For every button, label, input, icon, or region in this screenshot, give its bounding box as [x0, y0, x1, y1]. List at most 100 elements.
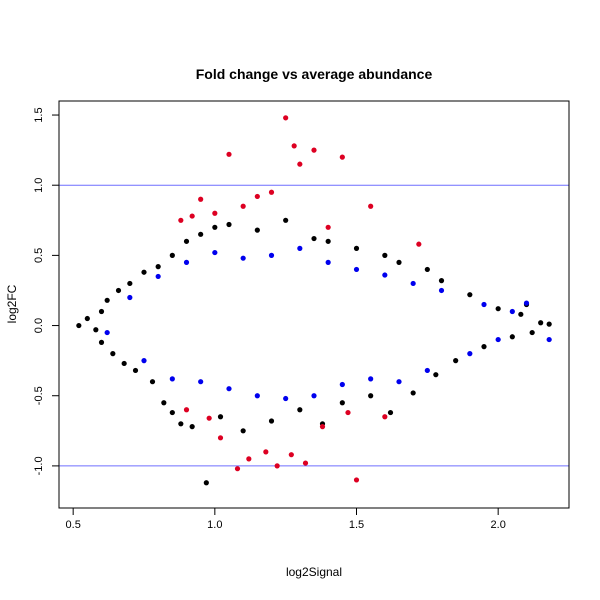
data-point	[509, 334, 515, 340]
data-point	[523, 300, 530, 306]
data-point	[183, 238, 190, 244]
data-point	[396, 379, 402, 385]
data-point	[127, 280, 133, 287]
data-point	[110, 351, 116, 357]
data-point	[325, 238, 331, 244]
data-point	[226, 386, 232, 392]
data-point	[481, 344, 487, 350]
data-point	[325, 224, 331, 230]
data-point	[149, 379, 156, 385]
data-point	[495, 306, 501, 312]
data-point	[311, 147, 317, 153]
data-point	[438, 278, 445, 284]
data-point	[387, 409, 394, 416]
y-tick-label: 1.5	[33, 107, 45, 122]
data-point	[217, 435, 224, 441]
data-point	[198, 379, 204, 385]
data-point	[518, 311, 524, 317]
data-point	[297, 161, 303, 167]
series-1	[104, 245, 552, 402]
y-axis-label: log2FC	[5, 284, 19, 323]
y-tick-label: 0.0	[33, 318, 45, 333]
data-point	[453, 358, 459, 364]
data-point	[240, 203, 246, 209]
data-point	[291, 143, 297, 149]
x-tick-label: 1.0	[207, 519, 222, 531]
data-point	[353, 266, 360, 273]
data-point	[212, 210, 218, 216]
data-point	[169, 409, 175, 416]
chart-title: Fold change vs average abundance	[196, 66, 433, 82]
data-point	[217, 414, 224, 420]
reference-lines	[59, 184, 569, 467]
data-point	[132, 367, 139, 374]
data-point	[283, 115, 289, 121]
data-point	[206, 415, 212, 421]
data-point	[169, 252, 175, 258]
data-point	[467, 292, 473, 298]
series-0	[76, 217, 552, 486]
y-tick-label: -1.0	[33, 456, 45, 475]
data-point	[240, 428, 246, 434]
data-point	[178, 217, 184, 223]
data-point	[274, 463, 280, 469]
data-point	[263, 449, 269, 455]
data-point	[353, 477, 360, 483]
data-point	[546, 336, 552, 343]
data-point	[268, 189, 275, 195]
data-point	[509, 308, 515, 315]
data-point	[169, 376, 175, 382]
data-point	[226, 221, 232, 228]
x-axis-label: log2Signal	[286, 565, 342, 579]
data-point	[368, 203, 374, 209]
data-point	[339, 381, 345, 388]
data-point	[161, 400, 167, 406]
data-point	[345, 409, 351, 416]
data-point	[246, 456, 252, 462]
data-point	[538, 320, 544, 326]
data-point	[382, 252, 388, 258]
data-point	[115, 287, 122, 294]
data-point	[339, 400, 345, 406]
data-point	[198, 231, 204, 237]
data-point	[382, 414, 388, 420]
data-point	[98, 339, 105, 345]
data-point	[234, 466, 241, 472]
data-point	[416, 241, 422, 247]
plot-frame	[58, 100, 570, 509]
x-tick-label: 1.5	[349, 519, 364, 531]
data-point	[76, 322, 82, 329]
data-point	[481, 301, 487, 308]
data-point	[268, 418, 275, 424]
x-tick-label: 2.0	[491, 519, 506, 531]
data-point	[121, 360, 127, 367]
data-point	[104, 297, 110, 303]
series-2	[178, 115, 422, 483]
data-point	[104, 329, 110, 336]
data-point	[155, 273, 161, 280]
data-point	[424, 367, 430, 374]
data-point	[127, 294, 133, 301]
data-point	[268, 252, 275, 258]
data-point	[84, 315, 90, 322]
data-point	[212, 224, 218, 230]
data-point	[438, 287, 445, 294]
data-point	[410, 280, 416, 287]
y-tick-label: -0.5	[33, 386, 45, 405]
data-point	[288, 452, 294, 458]
data-point	[382, 272, 388, 278]
data-point	[339, 154, 345, 160]
data-point	[93, 327, 99, 333]
data-point	[155, 264, 161, 270]
data-point	[283, 217, 289, 223]
data-point	[283, 395, 289, 402]
data-point	[141, 358, 147, 364]
data-point	[529, 329, 535, 336]
y-axis: -1.0 -0.5 0.0 0.5 1.0 1.5	[33, 107, 59, 475]
data-point	[203, 480, 209, 486]
y-tick-label: 1.0	[33, 178, 45, 193]
data-point	[183, 259, 190, 265]
data-point	[368, 393, 374, 399]
